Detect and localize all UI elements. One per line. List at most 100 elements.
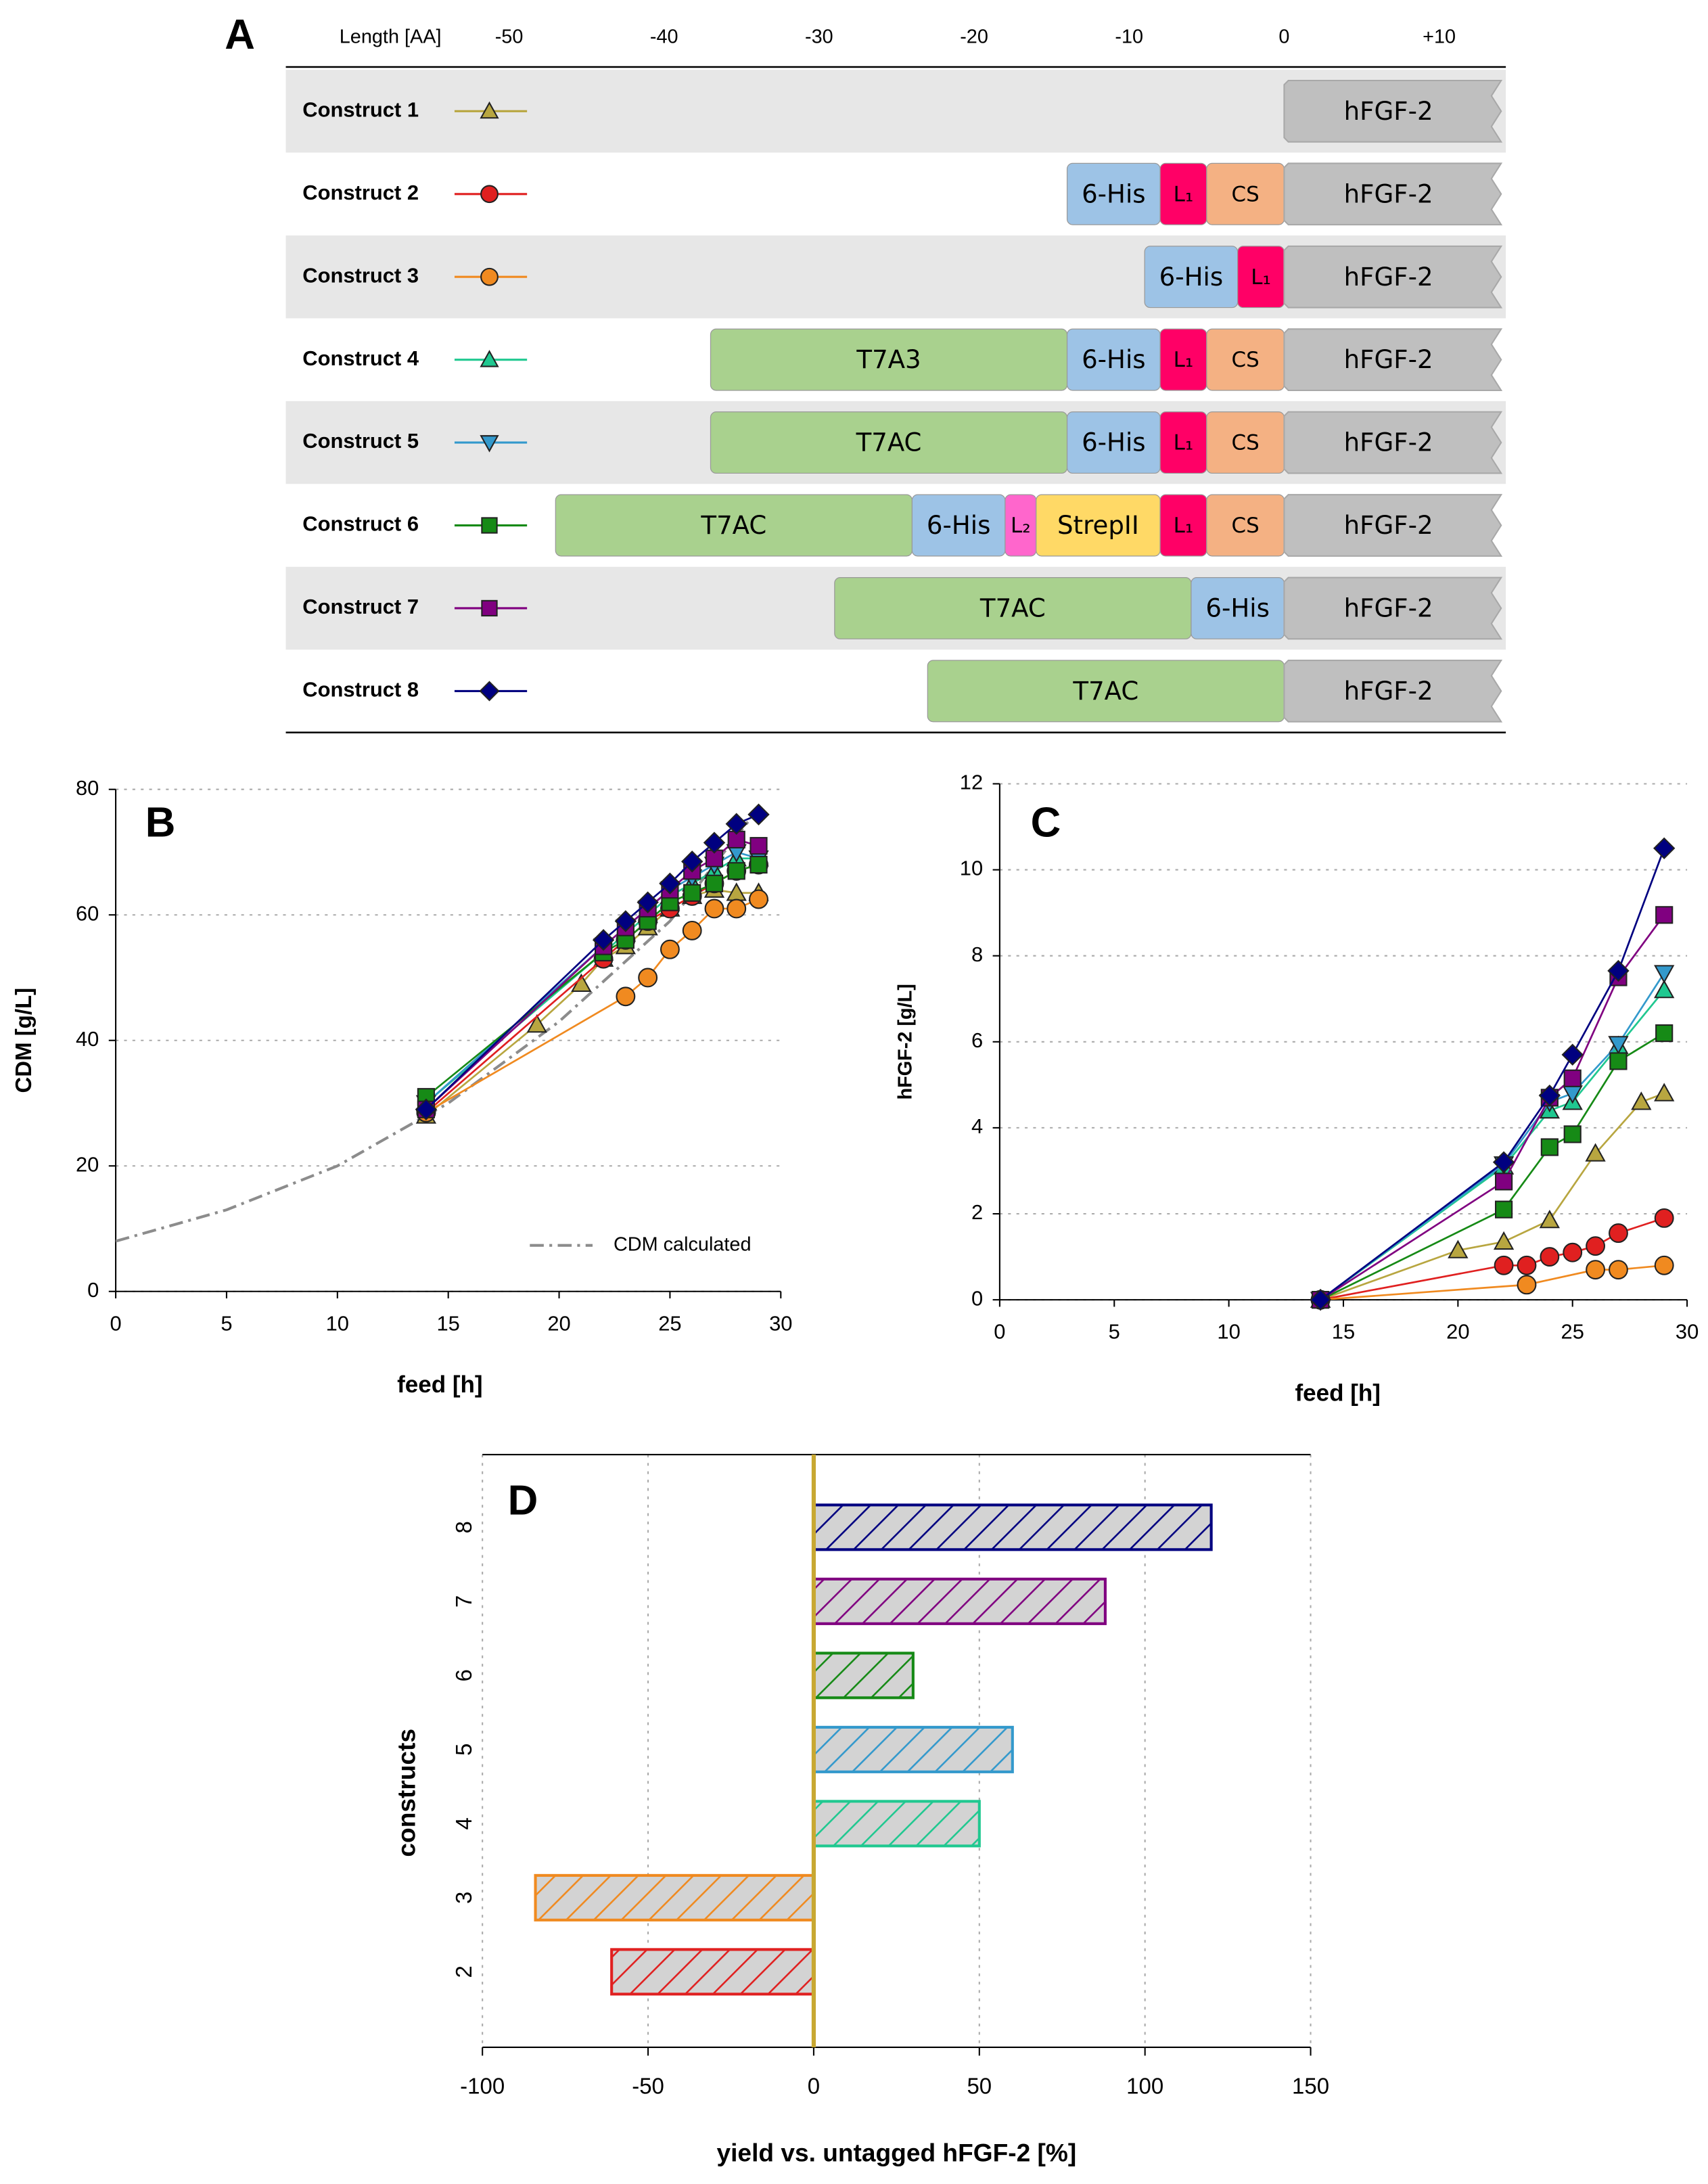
x-tick-label: 25 bbox=[658, 1311, 681, 1335]
marker bbox=[1493, 1231, 1515, 1250]
x-tick-label: 30 bbox=[769, 1311, 792, 1335]
marker bbox=[680, 850, 703, 873]
series-line bbox=[1320, 1032, 1665, 1300]
marker bbox=[1654, 980, 1675, 999]
marker bbox=[1654, 965, 1675, 984]
marker bbox=[749, 837, 768, 855]
construct-name: Construct 6 bbox=[302, 512, 419, 536]
marker bbox=[415, 1098, 438, 1120]
panel-letter: C bbox=[1031, 800, 1061, 846]
x-tick-label: 10 bbox=[1217, 1320, 1240, 1344]
marker bbox=[725, 813, 747, 835]
marker bbox=[1654, 1255, 1674, 1275]
x-tick-label: -50 bbox=[495, 26, 524, 47]
y-tick-label: 60 bbox=[76, 901, 99, 925]
y-tick-label: 3 bbox=[451, 1892, 476, 1904]
segment bbox=[1283, 494, 1503, 557]
marker bbox=[614, 910, 637, 932]
marker bbox=[1539, 1210, 1560, 1229]
marker bbox=[747, 803, 770, 826]
segment-label: hFGF-2 bbox=[1344, 97, 1433, 126]
segment bbox=[1283, 328, 1503, 392]
segment-label: 6-His bbox=[927, 511, 991, 540]
y-tick-label: 8 bbox=[971, 942, 983, 966]
construct-name: Construct 7 bbox=[302, 595, 419, 618]
segment-label: L₁ bbox=[1174, 348, 1194, 372]
marker bbox=[1563, 1125, 1582, 1143]
y-axis-label: CDM [g/L] bbox=[11, 988, 36, 1093]
marker bbox=[480, 435, 499, 453]
marker bbox=[749, 889, 768, 909]
segment-label: CS bbox=[1232, 182, 1260, 206]
marker bbox=[480, 185, 499, 204]
marker bbox=[1585, 1143, 1606, 1162]
y-tick-label: 0 bbox=[971, 1286, 983, 1310]
series-line bbox=[425, 898, 760, 1114]
segment-label: L₁ bbox=[1174, 182, 1194, 206]
segment-label: T7AC bbox=[856, 428, 922, 457]
x-tick-label: 0 bbox=[994, 1320, 1005, 1344]
bar bbox=[812, 1503, 1213, 1551]
construct-name: Construct 3 bbox=[302, 263, 419, 287]
y-axis-label: hFGF-2 [g/L] bbox=[894, 984, 916, 1099]
marker bbox=[1448, 1239, 1469, 1258]
x-tick-label: -40 bbox=[650, 26, 678, 47]
segment-label: L₁ bbox=[1174, 431, 1194, 455]
x-tick-label: -30 bbox=[805, 26, 833, 47]
segment-label: hFGF-2 bbox=[1344, 594, 1433, 623]
marker bbox=[703, 832, 726, 854]
marker bbox=[480, 350, 499, 367]
bar bbox=[812, 1652, 915, 1700]
segment bbox=[1283, 79, 1503, 143]
segment bbox=[1283, 411, 1503, 474]
y-tick-label: 2 bbox=[971, 1200, 983, 1224]
segment-label: T7A3 bbox=[856, 345, 921, 374]
marker bbox=[660, 939, 680, 959]
panel-letter: D bbox=[508, 1477, 538, 1524]
marker bbox=[481, 517, 498, 534]
x-axis-label: feed [h] bbox=[397, 1371, 483, 1398]
segment bbox=[1283, 576, 1503, 640]
marker bbox=[1654, 1208, 1674, 1228]
marker bbox=[1655, 906, 1674, 924]
segment-label: L₁ bbox=[1174, 514, 1194, 538]
marker bbox=[1540, 1138, 1559, 1156]
marker bbox=[1608, 1036, 1629, 1055]
axis-label: Length [AA] bbox=[340, 26, 442, 47]
y-tick-label: 0 bbox=[87, 1278, 99, 1302]
marker bbox=[1653, 837, 1676, 859]
marker bbox=[705, 874, 724, 892]
marker bbox=[749, 855, 768, 874]
segment-label: 6-His bbox=[1082, 428, 1146, 457]
construct-name: Construct 4 bbox=[302, 346, 419, 370]
x-axis-label: yield vs. untagged hFGF-2 [%] bbox=[717, 2138, 1077, 2166]
x-axis-label: feed [h] bbox=[1295, 1380, 1381, 1407]
x-tick-label: -10 bbox=[1115, 26, 1143, 47]
x-tick-label: -100 bbox=[460, 2073, 505, 2098]
marker bbox=[526, 1014, 547, 1033]
segment bbox=[1283, 162, 1503, 226]
segment bbox=[1283, 660, 1503, 723]
segment-label: CS bbox=[1232, 348, 1260, 372]
x-tick-label: 0 bbox=[808, 2073, 820, 2098]
segment-label: hFGF-2 bbox=[1344, 179, 1433, 208]
marker bbox=[1495, 1173, 1513, 1191]
marker bbox=[638, 968, 658, 988]
segment-label: hFGF-2 bbox=[1344, 428, 1433, 457]
marker bbox=[1586, 1260, 1606, 1280]
segment-label: 6-His bbox=[1159, 263, 1224, 292]
panel-letter: B bbox=[145, 800, 176, 846]
x-tick-label: 5 bbox=[221, 1311, 232, 1335]
marker bbox=[1654, 1083, 1675, 1101]
marker bbox=[1607, 959, 1630, 982]
x-tick-label: 15 bbox=[436, 1311, 459, 1335]
y-tick-label: 80 bbox=[76, 776, 99, 800]
marker bbox=[1309, 1288, 1332, 1311]
y-tick-label: 6 bbox=[971, 1028, 983, 1052]
marker bbox=[1586, 1236, 1606, 1256]
x-tick-label: 100 bbox=[1126, 2073, 1163, 2098]
panel-letter: A bbox=[225, 12, 255, 58]
segment-label: T7AC bbox=[1072, 677, 1138, 706]
marker bbox=[1561, 1043, 1584, 1066]
